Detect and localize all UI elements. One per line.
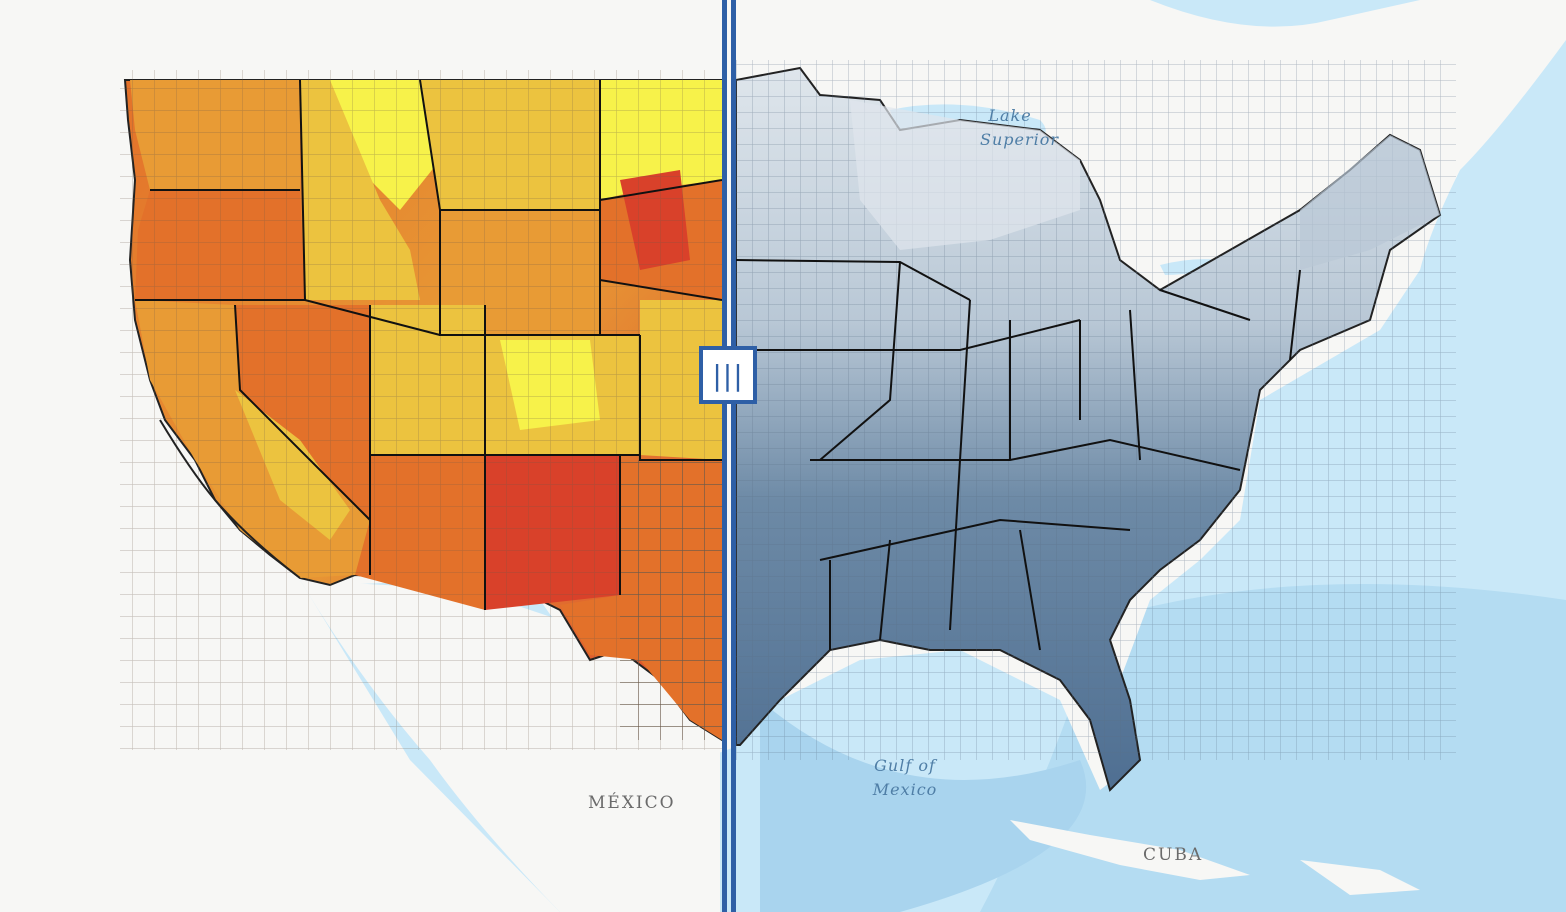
swipe-grip-icon: ||| <box>712 358 744 392</box>
left-choropleth-layer[interactable] <box>120 70 722 750</box>
gulf-label-line1: Gulf of <box>874 756 936 775</box>
new-england-area <box>1300 135 1440 270</box>
hispaniola-land <box>1300 860 1420 895</box>
lake-superior-label-line2: Superior <box>980 130 1060 149</box>
left-state-boundaries <box>135 79 722 610</box>
right-county-boundaries <box>736 60 1456 760</box>
swipe-rail-right <box>731 0 736 912</box>
swipe-handle[interactable]: ||| <box>699 346 757 404</box>
swipe-rail-left <box>722 0 727 912</box>
cuba-land <box>1010 820 1250 880</box>
gulf-deep-water <box>760 700 1087 912</box>
pacific-coastline <box>159 419 301 579</box>
right-choropleth-layer[interactable] <box>736 60 1456 792</box>
gulf-of-mexico-label: Gulf of Mexico <box>860 754 950 802</box>
swipe-divider[interactable] <box>720 0 738 912</box>
gulf-label-line2: Mexico <box>872 780 938 799</box>
right-state-boundaries <box>736 259 1301 651</box>
wisconsin-michigan-area <box>850 100 1080 250</box>
lake-superior-label: Lake Superior <box>980 104 1060 152</box>
mexico-label: MÉXICO <box>588 793 676 813</box>
lake-superior-label-line1: Lake <box>988 106 1032 125</box>
left-county-boundaries <box>120 70 722 750</box>
cuba-label: CUBA <box>1143 845 1204 865</box>
